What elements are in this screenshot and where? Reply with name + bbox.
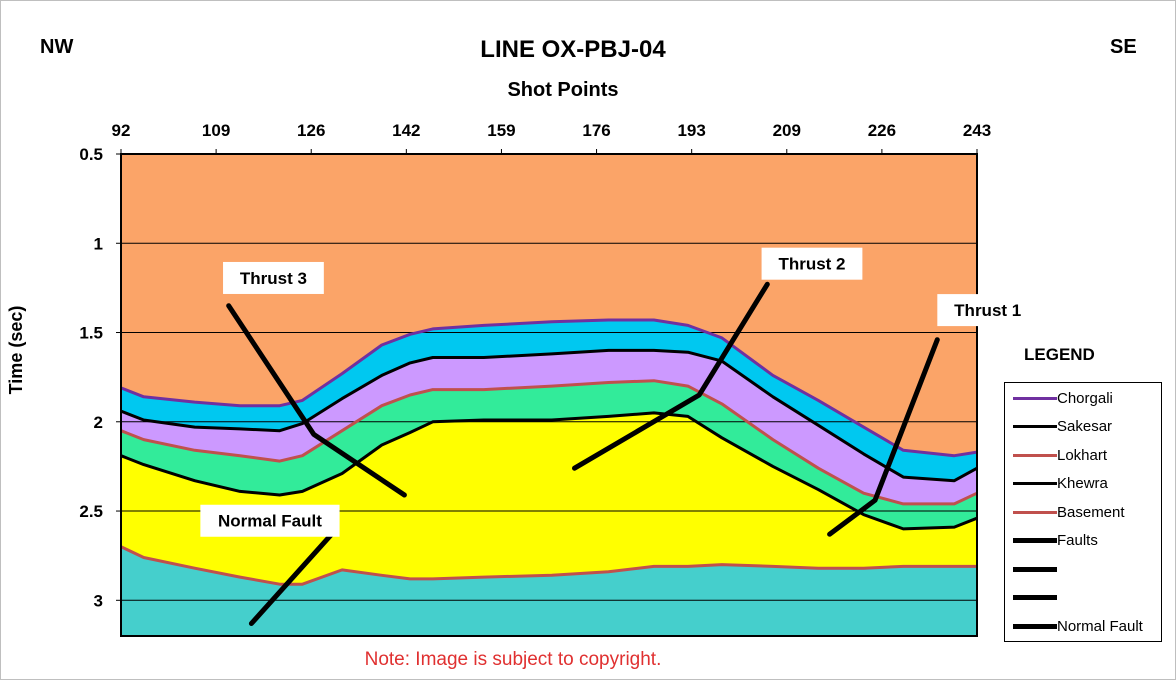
legend-item: [1013, 588, 1057, 608]
x-tick-label: 159: [487, 121, 515, 140]
fault-label-box: [200, 504, 340, 537]
x-tick-label: 142: [392, 121, 420, 140]
legend: Chorgali Sakesar Lokhart Khewra Basement Faul…: [1004, 382, 1162, 642]
x-tick-label: 109: [202, 121, 230, 140]
legend-item: Sakesar: [1013, 417, 1112, 437]
y-tick-label: 1.5: [79, 324, 103, 343]
layer-fill-below-lokhart: [121, 380, 977, 529]
fault-label-box: [223, 261, 324, 294]
legend-item: Basement: [1013, 502, 1125, 522]
x-axis-title: Shot Points: [507, 79, 619, 101]
x-tick-label: 126: [297, 121, 325, 140]
horizon-line-basement: [120, 545, 977, 586]
plot-border: [120, 153, 978, 637]
legend-swatch: [1013, 623, 1057, 629]
direction-nw-label: NW: [40, 36, 74, 58]
y-tick-label: 2.5: [79, 502, 103, 521]
legend-swatch: [1013, 482, 1057, 485]
legend-item: Normal Fault: [1013, 616, 1143, 636]
layer-fill-below-basement: [121, 546, 977, 636]
horizon-line-sakesar: [120, 348, 978, 483]
fault-label-thrust-2: Thrust 2: [778, 255, 845, 274]
legend-item: Lokhart: [1013, 445, 1107, 465]
legend-item: Chorgali: [1013, 388, 1113, 408]
legend-label: Chorgali: [1057, 389, 1113, 407]
fault-line-thrust-3: [226, 303, 407, 498]
legend-item: Khewra: [1013, 474, 1108, 494]
fault-line-normal-fault: [248, 526, 339, 626]
y-tick-label: 3: [94, 591, 103, 610]
layer-fill-below-khewra: [121, 412, 977, 585]
horizon-line-khewra: [120, 411, 978, 531]
legend-swatch: [1013, 566, 1057, 572]
legend-label: Khewra: [1057, 475, 1108, 492]
legend-swatch: [1013, 425, 1057, 428]
y-tick-label: 1: [94, 234, 103, 253]
fault-label-thrust-1: Thrust 1: [954, 301, 1021, 320]
x-tick-label: 92: [112, 121, 131, 140]
x-tick-label: 226: [868, 121, 896, 140]
legend-swatch: [1013, 453, 1057, 457]
y-tick-label: 0.5: [79, 145, 103, 164]
x-tick-label: 209: [773, 121, 801, 140]
legend-swatch: [1013, 396, 1057, 400]
legend-swatch: [1013, 510, 1057, 514]
y-tick-label: 2: [94, 413, 103, 432]
legend-label: Lokhart: [1057, 446, 1108, 464]
fault-label-thrust-3: Thrust 3: [240, 269, 307, 288]
x-tick-label: 176: [582, 121, 610, 140]
horizon-line-lokhart: [120, 379, 978, 506]
fault-line-thrust-1: [827, 337, 940, 537]
legend-label: Basement: [1057, 503, 1125, 521]
legend-label: Faults: [1057, 532, 1098, 549]
fault-label-box: [937, 294, 1039, 327]
x-tick-label: 193: [677, 121, 705, 140]
fault-label-box: [761, 247, 863, 280]
horizon-line-chorgali: [120, 318, 978, 458]
legend-swatch: [1013, 595, 1057, 600]
legend-label: Normal Fault: [1057, 617, 1143, 635]
copyright-note: Note: Image is subject to copyright.: [364, 649, 662, 670]
fault-label-normal-fault: Normal Fault: [218, 512, 322, 531]
legend-title: LEGEND: [1024, 345, 1095, 364]
legend-label: Sakesar: [1057, 418, 1113, 435]
legend-item: [1013, 559, 1057, 579]
fault-line-thrust-2: [572, 281, 770, 471]
legend-swatch: [1013, 538, 1057, 543]
legend-item: Faults: [1013, 531, 1098, 551]
x-tick-label: 243: [963, 121, 991, 140]
chart-title: LINE OX-PBJ-04: [480, 36, 666, 63]
direction-se-label: SE: [1110, 36, 1137, 58]
